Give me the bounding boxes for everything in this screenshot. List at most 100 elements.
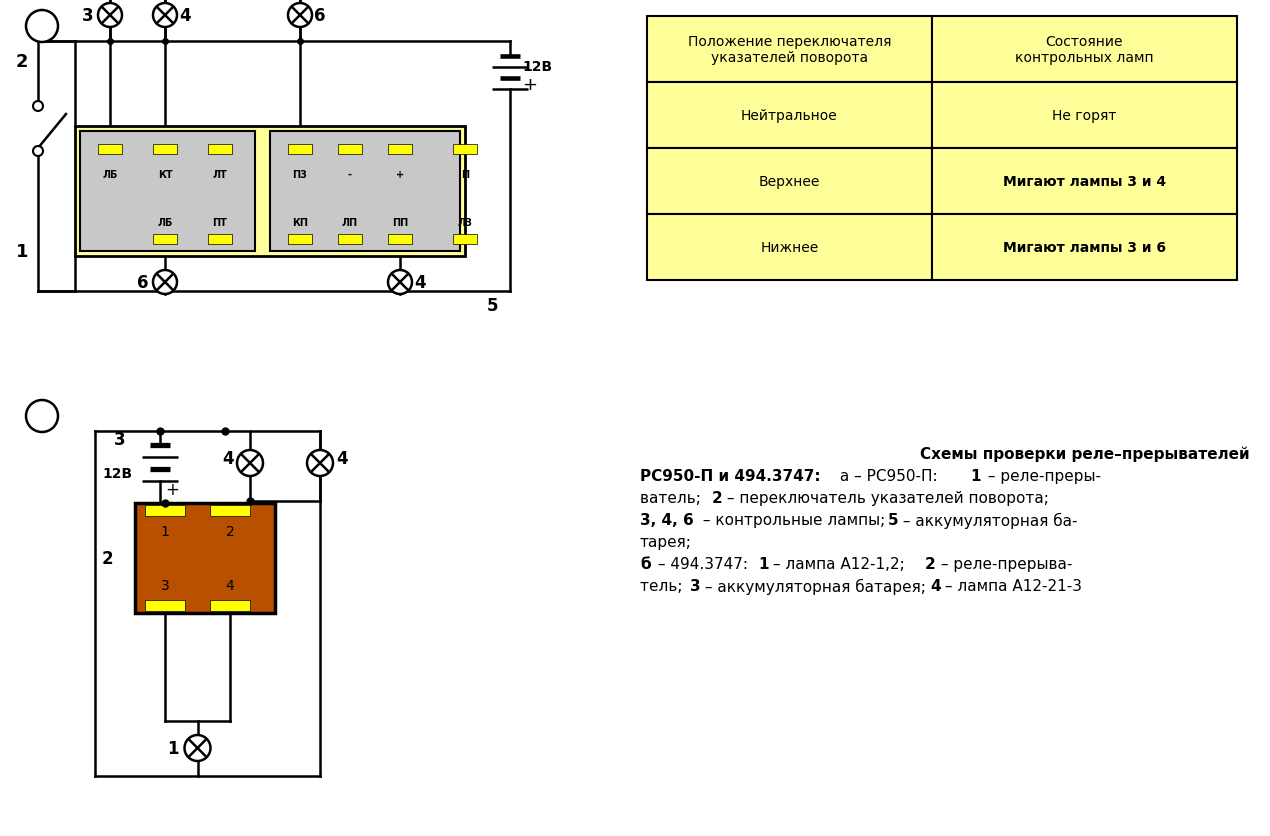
Text: – реле-прерыва-: – реле-прерыва- bbox=[936, 556, 1072, 571]
Circle shape bbox=[152, 4, 177, 28]
Text: б: б bbox=[36, 407, 48, 426]
Bar bbox=[210, 506, 250, 517]
Text: б: б bbox=[640, 556, 650, 571]
Text: – лампа А12-1,2;: – лампа А12-1,2; bbox=[768, 556, 914, 571]
Text: ЛЗ: ЛЗ bbox=[457, 217, 472, 227]
Bar bbox=[210, 600, 250, 611]
Text: 1: 1 bbox=[166, 739, 178, 757]
Bar bbox=[208, 235, 232, 245]
Bar bbox=[932, 215, 1237, 281]
Text: – лампа А12-21-3: – лампа А12-21-3 bbox=[940, 579, 1082, 594]
Text: тарея;: тарея; bbox=[640, 534, 692, 549]
Text: Положение переключателя
указателей поворота: Положение переключателя указателей повор… bbox=[688, 35, 892, 65]
Text: 2: 2 bbox=[925, 556, 936, 571]
Text: 4: 4 bbox=[930, 579, 941, 594]
Bar bbox=[75, 127, 465, 257]
Bar bbox=[453, 235, 478, 245]
Text: 2: 2 bbox=[15, 53, 28, 71]
Text: – 494.3747:: – 494.3747: bbox=[653, 556, 753, 571]
Text: 2: 2 bbox=[712, 491, 723, 506]
Bar bbox=[98, 145, 122, 155]
Text: 6: 6 bbox=[137, 273, 149, 292]
Text: 12В: 12В bbox=[102, 466, 132, 481]
Bar bbox=[80, 132, 255, 252]
Bar bbox=[932, 149, 1237, 215]
Text: ПТ: ПТ bbox=[212, 217, 227, 227]
Text: +: + bbox=[165, 481, 179, 498]
Text: +: + bbox=[522, 76, 537, 94]
Circle shape bbox=[33, 147, 43, 157]
Bar bbox=[932, 17, 1237, 83]
Bar bbox=[288, 235, 312, 245]
Text: ЛБ: ЛБ bbox=[157, 217, 173, 227]
Bar bbox=[271, 132, 460, 252]
Text: ПП: ПП bbox=[392, 217, 408, 227]
Bar bbox=[646, 17, 932, 83]
Text: 3: 3 bbox=[83, 7, 94, 25]
Bar bbox=[135, 503, 276, 614]
Circle shape bbox=[25, 11, 58, 43]
Text: ЛБ: ЛБ bbox=[103, 170, 118, 180]
Text: 3, 4, 6: 3, 4, 6 bbox=[640, 512, 693, 528]
Text: Мигают лампы 3 и 4: Мигают лампы 3 и 4 bbox=[1003, 175, 1166, 189]
Bar bbox=[389, 145, 411, 155]
Text: 1: 1 bbox=[160, 524, 169, 538]
Text: Нейтральное: Нейтральное bbox=[742, 109, 838, 123]
Circle shape bbox=[152, 271, 177, 294]
Text: Верхнее: Верхнее bbox=[758, 175, 820, 189]
Text: 3: 3 bbox=[690, 579, 701, 594]
Text: 6: 6 bbox=[314, 7, 325, 25]
Text: 5: 5 bbox=[888, 512, 899, 528]
Text: 12В: 12В bbox=[522, 60, 552, 74]
Text: 4: 4 bbox=[414, 273, 425, 292]
Circle shape bbox=[389, 271, 411, 294]
Text: – переключатель указателей поворота;: – переключатель указателей поворота; bbox=[723, 491, 1049, 506]
Text: – аккумуляторная батарея;: – аккумуляторная батарея; bbox=[700, 579, 931, 594]
Text: 3: 3 bbox=[114, 431, 126, 448]
Text: 4: 4 bbox=[226, 579, 235, 592]
Text: ЛП: ЛП bbox=[342, 217, 358, 227]
Circle shape bbox=[33, 102, 43, 112]
Circle shape bbox=[237, 451, 263, 477]
Text: Состояние
контрольных ламп: Состояние контрольных ламп bbox=[1015, 35, 1154, 65]
Text: 2: 2 bbox=[102, 549, 113, 568]
Text: а – РС950-П:: а – РС950-П: bbox=[834, 468, 942, 483]
Circle shape bbox=[288, 4, 312, 28]
Text: П: П bbox=[461, 170, 469, 180]
Text: а: а bbox=[37, 18, 47, 36]
Bar bbox=[646, 149, 932, 215]
Circle shape bbox=[98, 4, 122, 28]
Bar bbox=[152, 145, 177, 155]
Bar bbox=[152, 235, 177, 245]
Bar bbox=[288, 145, 312, 155]
Bar bbox=[338, 145, 362, 155]
Text: ЛТ: ЛТ bbox=[212, 170, 227, 180]
Text: +: + bbox=[396, 170, 404, 180]
Bar bbox=[338, 235, 362, 245]
Text: 4: 4 bbox=[179, 7, 190, 25]
Text: Не горят: Не горят bbox=[1053, 109, 1116, 123]
Text: -: - bbox=[348, 170, 352, 180]
Text: Схемы проверки реле–прерывателей: Схемы проверки реле–прерывателей bbox=[921, 446, 1250, 462]
Text: – контрольные лампы;: – контрольные лампы; bbox=[698, 512, 890, 528]
Bar bbox=[145, 600, 185, 611]
Circle shape bbox=[184, 735, 211, 761]
Bar bbox=[453, 145, 478, 155]
Text: ватель;: ватель; bbox=[640, 491, 711, 506]
Text: П3: П3 bbox=[292, 170, 307, 180]
Text: КП: КП bbox=[292, 217, 309, 227]
Text: тель;: тель; bbox=[640, 579, 687, 594]
Text: – аккумуляторная ба-: – аккумуляторная ба- bbox=[898, 512, 1077, 528]
Text: Нижнее: Нижнее bbox=[761, 241, 819, 255]
Circle shape bbox=[307, 451, 333, 477]
Bar bbox=[932, 83, 1237, 149]
Bar bbox=[145, 506, 185, 517]
Bar bbox=[646, 83, 932, 149]
Text: 1: 1 bbox=[15, 242, 28, 261]
Text: 4: 4 bbox=[337, 450, 348, 467]
Text: 4: 4 bbox=[222, 450, 234, 467]
Text: 3: 3 bbox=[160, 579, 169, 592]
Text: КТ: КТ bbox=[157, 170, 173, 180]
Text: Мигают лампы 3 и 6: Мигают лампы 3 и 6 bbox=[1003, 241, 1166, 255]
Text: 2: 2 bbox=[226, 524, 235, 538]
